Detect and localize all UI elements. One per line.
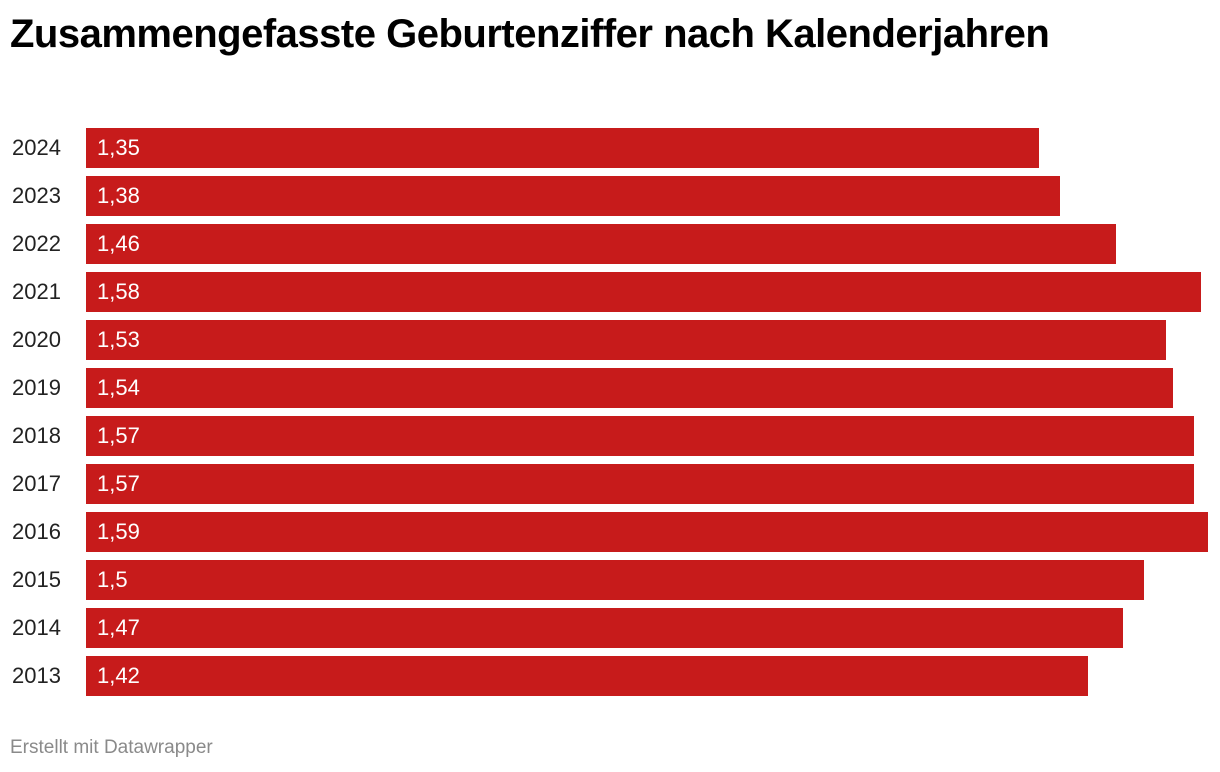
bar-value-label: 1,59 [97, 519, 140, 544]
category-label: 2021 [12, 279, 61, 304]
bar-row-2020: 2020 1,53 [0, 320, 1220, 360]
bar-row-2018: 2018 1,57 [0, 416, 1220, 456]
bar-row-2022: 2022 1,46 [0, 224, 1220, 264]
bar-value-label: 1,53 [97, 327, 140, 352]
bar-2014 [86, 608, 1123, 648]
footer-credit: Erstellt mit Datawrapper [10, 737, 213, 758]
bar-2020 [86, 320, 1166, 360]
category-label: 2018 [12, 423, 61, 448]
bar-value-label: 1,58 [97, 279, 140, 304]
bar-2022 [86, 224, 1116, 264]
bar-row-2024: 2024 1,35 [0, 128, 1220, 168]
bar-value-label: 1,54 [97, 375, 140, 400]
bar-row-2023: 2023 1,38 [0, 176, 1220, 216]
bar-2015 [86, 560, 1144, 600]
bar-2016 [86, 512, 1208, 552]
bar-2013 [86, 656, 1088, 696]
bar-2018 [86, 416, 1194, 456]
bar-value-label: 1,47 [97, 615, 140, 640]
bar-2019 [86, 368, 1173, 408]
bar-chart: 2024 1,35 2023 1,38 2022 1,46 2021 1,58 2020 1,53… [0, 128, 1220, 698]
bar-value-label: 1,57 [97, 423, 140, 448]
bar-value-label: 1,5 [97, 567, 128, 592]
bar-2024 [86, 128, 1039, 168]
category-label: 2016 [12, 519, 61, 544]
category-label: 2014 [12, 615, 61, 640]
category-label: 2023 [12, 183, 61, 208]
bar-value-label: 1,46 [97, 231, 140, 256]
category-label: 2024 [12, 135, 61, 160]
bar-row-2016: 2016 1,59 [0, 512, 1220, 552]
category-label: 2020 [12, 327, 61, 352]
chart-title: Zusammengefasste Geburtenziffer nach Kal… [10, 12, 1050, 56]
category-label: 2019 [12, 375, 61, 400]
bar-value-label: 1,57 [97, 471, 140, 496]
category-label: 2015 [12, 567, 61, 592]
bar-2023 [86, 176, 1060, 216]
bar-row-2015: 2015 1,5 [0, 560, 1220, 600]
bar-value-label: 1,42 [97, 663, 140, 688]
bar-2017 [86, 464, 1194, 504]
bar-value-label: 1,35 [97, 135, 140, 160]
bar-row-2014: 2014 1,47 [0, 608, 1220, 648]
bar-2021 [86, 272, 1201, 312]
bar-row-2013: 2013 1,42 [0, 656, 1220, 696]
category-label: 2013 [12, 663, 61, 688]
bar-row-2017: 2017 1,57 [0, 464, 1220, 504]
bar-value-label: 1,38 [97, 183, 140, 208]
category-label: 2022 [12, 231, 61, 256]
category-label: 2017 [12, 471, 61, 496]
bar-row-2021: 2021 1,58 [0, 272, 1220, 312]
bar-row-2019: 2019 1,54 [0, 368, 1220, 408]
